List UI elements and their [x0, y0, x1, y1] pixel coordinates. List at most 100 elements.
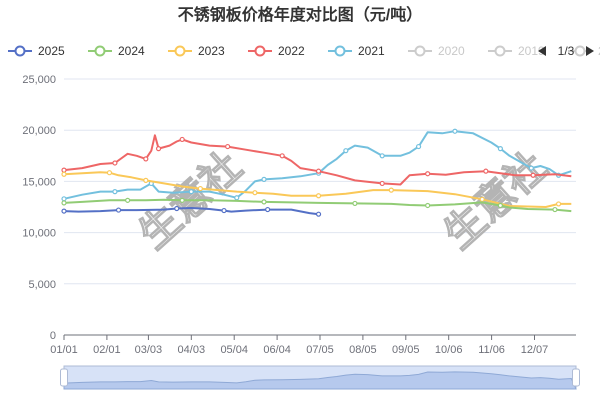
x-tick-label: 07/05: [306, 344, 334, 356]
series-point-2021: [379, 153, 385, 159]
series-point-2024: [352, 200, 358, 207]
series-point-2024: [179, 197, 185, 203]
legend-pager: 1/3: [538, 44, 594, 58]
slider-handle-icon[interactable]: [60, 368, 68, 387]
legend: 2025 2024 2023 2022 2021 2020 2019 2 1/3: [8, 44, 600, 58]
legend-label: 2024: [118, 44, 145, 58]
data-zoom-slider[interactable]: [60, 365, 580, 390]
series-point-2025: [265, 206, 271, 213]
y-tick-label: 20,000: [22, 125, 56, 137]
series-point-2021: [234, 195, 240, 201]
triangle-left-icon[interactable]: [538, 46, 546, 56]
series-point-2022: [112, 160, 118, 166]
legend-marker-icon: [14, 45, 26, 57]
legend-item-2019[interactable]: 2019: [488, 44, 545, 58]
x-tick-label: 06/04: [263, 344, 291, 356]
legend-item-2020[interactable]: 2020: [408, 44, 465, 58]
legend-marker-icon: [334, 45, 346, 57]
y-tick-label: 25,000: [22, 74, 56, 86]
series-point-2021: [343, 148, 349, 154]
series-point-2023: [315, 193, 322, 199]
y-tick-label: 10,000: [22, 228, 56, 240]
series-point-2021: [112, 189, 118, 195]
legend-label: 2023: [198, 44, 225, 58]
series-point-2024: [552, 206, 558, 213]
legend-item-2022[interactable]: 2022: [248, 44, 305, 58]
series-point-2021: [261, 176, 267, 182]
series-point-2022: [425, 171, 431, 177]
series-point-2022: [483, 168, 489, 174]
legend-marker-icon: [494, 45, 506, 57]
series-point-2023: [143, 177, 149, 183]
y-tick-label: 0: [50, 330, 56, 342]
series-point-2021: [188, 189, 194, 195]
series-point-2023: [555, 201, 562, 207]
series-line-2024: [63, 198, 572, 213]
x-tick-label: 08/05: [349, 344, 377, 356]
series-lines: [61, 128, 572, 217]
series-point-2023: [106, 170, 113, 176]
series-point-2023: [479, 196, 485, 202]
series-point-2024: [125, 197, 131, 203]
y-tick-label: 5,000: [28, 279, 56, 291]
series-point-2021: [452, 128, 458, 134]
series-point-2022: [225, 143, 231, 150]
series-point-2022: [179, 136, 185, 143]
series-point-2021: [497, 146, 503, 152]
series-point-2022: [279, 153, 285, 159]
series-point-2025: [221, 207, 227, 214]
series-point-2025: [174, 205, 180, 212]
x-tick-label: 09/05: [392, 344, 420, 356]
legend-item-2[interactable]: 2: [568, 44, 600, 58]
series-point-2024: [497, 202, 503, 209]
series-point-2024: [61, 200, 67, 206]
series-point-2025: [115, 207, 122, 213]
series-point-2022: [315, 168, 322, 174]
legend-marker-icon: [254, 45, 266, 57]
series-point-2025: [61, 208, 67, 214]
x-tick-label: 04/03: [178, 344, 206, 356]
series-point-2022: [530, 172, 536, 178]
legend-label: 2019: [518, 44, 545, 58]
legend-item-2024[interactable]: 2024: [88, 44, 145, 58]
series-point-2021: [415, 143, 422, 150]
legend-item-2025[interactable]: 2025: [8, 44, 65, 58]
y-tick-label: 15,000: [22, 176, 56, 188]
series-point-2022: [155, 146, 162, 152]
x-tick-label: 02/01: [93, 344, 121, 356]
slider-handle-icon[interactable]: [572, 368, 580, 387]
legend-page-indicator: 1/3: [558, 44, 575, 58]
chart-title: 不锈钢板价格年度对比图（元/吨）: [178, 5, 422, 24]
legend-label: 2022: [278, 44, 305, 58]
legend-label: 2021: [358, 44, 385, 58]
triangle-right-icon[interactable]: [586, 46, 594, 56]
x-tick-label: 10/06: [435, 344, 463, 356]
series-point-2022: [143, 156, 149, 162]
legend-label: 2020: [438, 44, 465, 58]
series-line-2023: [63, 171, 572, 208]
x-tick-label: 12/07: [521, 344, 549, 356]
x-tick-label: 03/03: [135, 344, 163, 356]
legend-label: 2: [598, 44, 600, 58]
series-point-2024: [425, 202, 431, 209]
legend-marker-icon: [574, 45, 586, 57]
x-tick-label: 01/01: [50, 344, 78, 356]
series-point-2021: [61, 196, 67, 202]
legend-item-2021[interactable]: 2021: [328, 44, 385, 58]
legend-marker-icon: [94, 45, 106, 57]
axes: 0 5,000 10,000 15,000 20,000 25,000 01/01 02/01…: [22, 74, 576, 356]
legend-label: 2025: [38, 44, 65, 58]
series-line-2025: [63, 207, 319, 216]
series-point-2023: [252, 190, 258, 196]
x-tick-label: 11/06: [478, 344, 505, 356]
series-point-2025: [315, 211, 322, 217]
series-point-2022: [379, 180, 385, 187]
legend-item-2023[interactable]: 2023: [168, 44, 225, 58]
watermark-text: 生意社: [436, 144, 555, 257]
series-point-2023: [388, 187, 394, 193]
series-point-2023: [61, 171, 67, 177]
series-point-2023: [197, 185, 203, 192]
series-line-2021: [63, 130, 572, 200]
x-tick-label: 05/04: [220, 344, 248, 356]
